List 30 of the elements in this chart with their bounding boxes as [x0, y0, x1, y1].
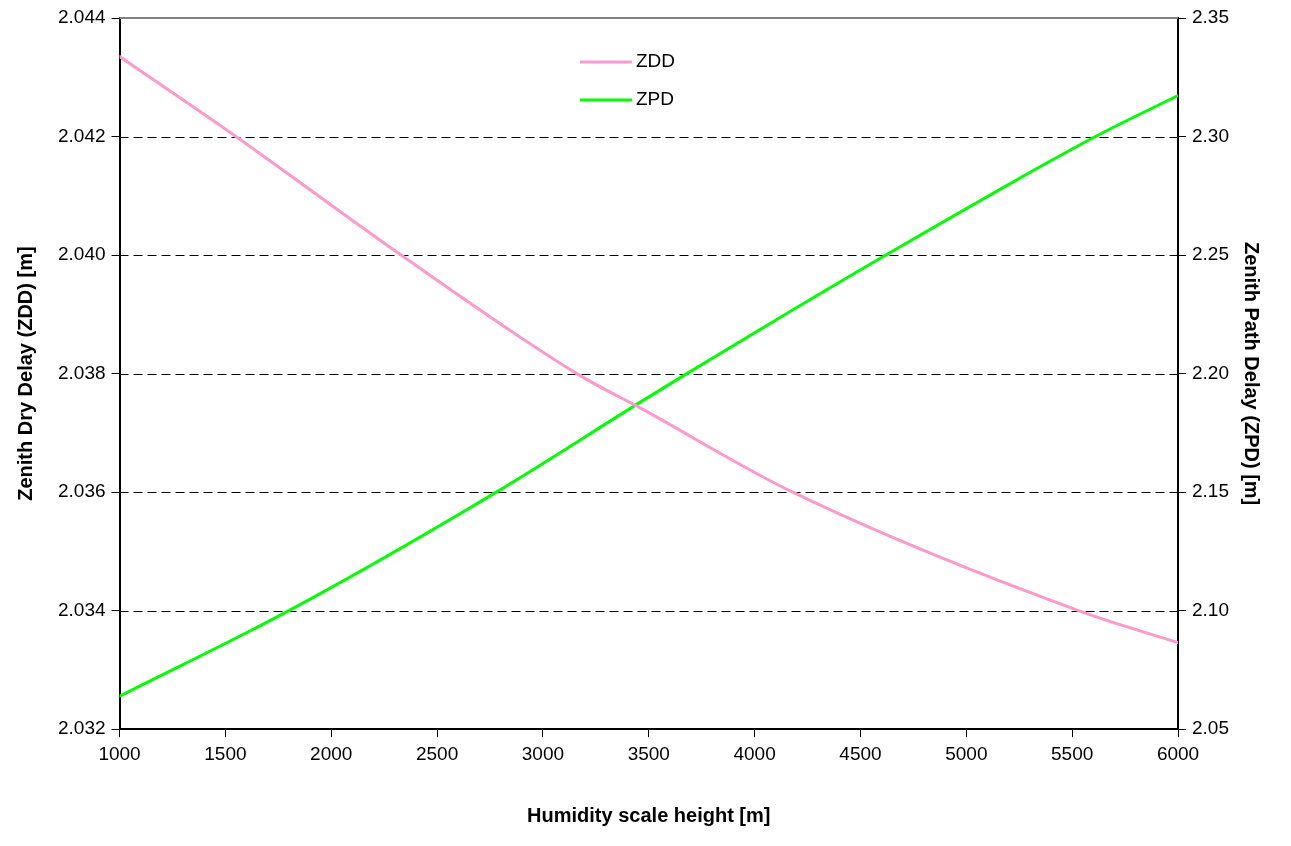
x-tick-label: 5000 — [945, 742, 988, 764]
y-tick-label: 2.040 — [58, 243, 106, 265]
legend-label: ZDD — [635, 50, 676, 72]
x-tick-label: 4000 — [733, 742, 776, 764]
legend-label: ZPD — [635, 88, 674, 110]
x-tick-label: 4500 — [839, 742, 882, 764]
y2-tick-label: 2.35 — [1192, 6, 1229, 28]
y2-tick-label: 2.25 — [1192, 243, 1229, 265]
y-tick-label: 2.032 — [58, 717, 106, 739]
x-tick-label: 1000 — [98, 742, 141, 764]
x-tick-label: 5500 — [1051, 742, 1094, 764]
y-axis-title: Zenith Dry Delay (ZDD) [m] — [13, 246, 36, 501]
y2-tick-label: 2.15 — [1192, 480, 1229, 502]
x-tick-label: 2500 — [415, 742, 459, 764]
y-tick-label: 2.044 — [58, 6, 106, 28]
x-tick-label: 3000 — [521, 742, 565, 764]
y-tick-label: 2.034 — [58, 598, 106, 620]
y2-tick-label: 2.30 — [1192, 124, 1229, 146]
y-tick-label: 2.042 — [58, 124, 106, 146]
y-tick-label: 2.036 — [58, 480, 106, 502]
y2-axis-title: Zenith Path Delay (ZPD) [m] — [1241, 241, 1264, 506]
y-tick-label: 2.038 — [58, 361, 106, 383]
x-axis-title: Humidity scale height [m] — [527, 803, 771, 826]
y2-tick-label: 2.20 — [1192, 361, 1229, 383]
y2-tick-label: 2.10 — [1192, 598, 1229, 620]
x-tick-label: 1500 — [204, 742, 247, 764]
x-tick-label: 2000 — [310, 742, 353, 764]
x-tick-label: 6000 — [1156, 742, 1200, 764]
y2-tick-label: 2.05 — [1192, 717, 1229, 739]
x-tick-label: 3500 — [627, 742, 670, 764]
